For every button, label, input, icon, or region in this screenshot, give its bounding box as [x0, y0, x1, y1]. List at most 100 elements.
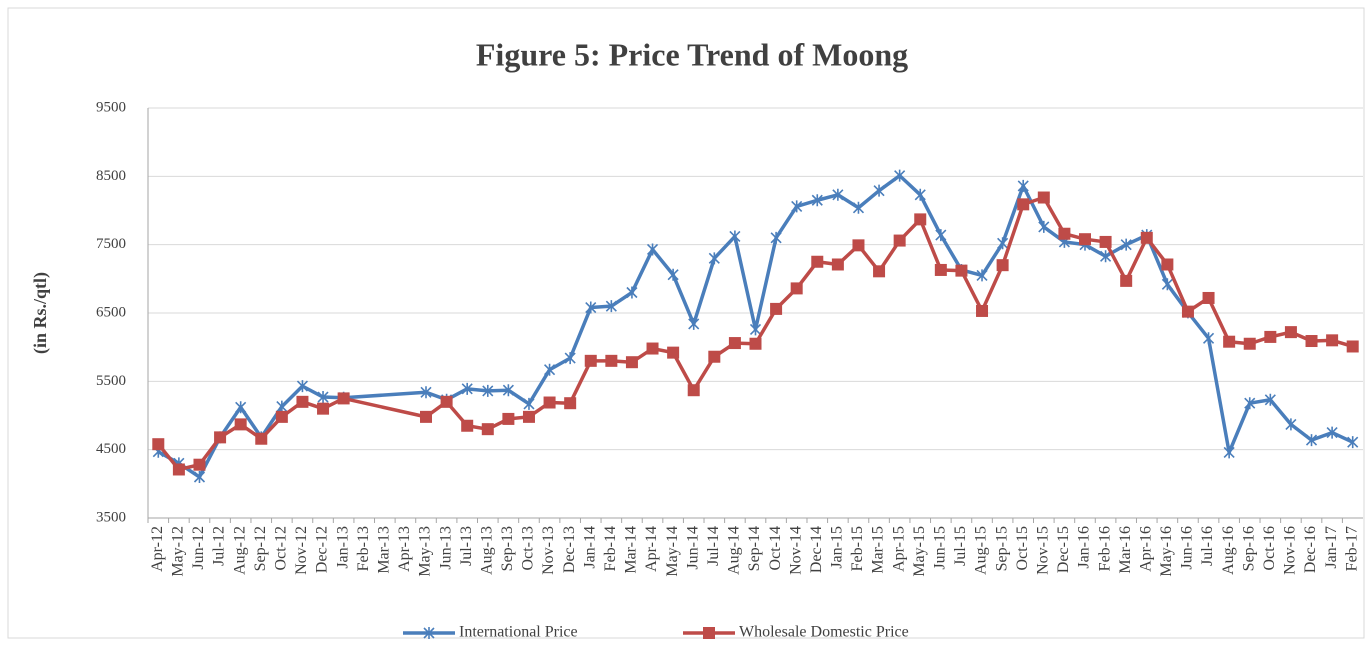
marker — [1161, 258, 1174, 271]
x-tick-label: Dec-16 — [1302, 526, 1319, 573]
x-tick-label: May-13 — [417, 526, 434, 577]
marker — [873, 184, 885, 197]
x-tick-label: Apr-16 — [1137, 526, 1154, 572]
x-tick-label: Aug-13 — [478, 526, 495, 575]
marker — [955, 264, 968, 277]
marker — [832, 188, 844, 201]
x-tick-label: Aug-12 — [231, 526, 248, 575]
marker — [605, 354, 618, 367]
marker — [728, 337, 741, 350]
x-tick-label: Jan-13 — [334, 526, 351, 569]
x-tick-label: Jul-12 — [211, 526, 228, 566]
series-line — [425, 173, 1354, 455]
marker — [1120, 238, 1132, 251]
gap-connector — [343, 390, 427, 400]
x-tick-label: Oct-13 — [520, 526, 537, 570]
y-tick-label: 5500 — [96, 373, 126, 389]
marker — [1181, 305, 1194, 318]
marker — [996, 259, 1009, 272]
x-tick-label: Apr-15 — [890, 526, 907, 572]
x-tick-label: Mar-14 — [623, 526, 640, 574]
x-tick-label: Aug-15 — [973, 526, 990, 575]
x-tick-label: Apr-14 — [643, 526, 660, 572]
marker — [523, 397, 535, 410]
marker — [1264, 330, 1277, 343]
marker — [275, 410, 288, 423]
marker — [667, 346, 680, 359]
marker — [1305, 434, 1318, 447]
x-tick-label: Feb-17 — [1343, 526, 1360, 571]
marker — [1017, 179, 1029, 192]
x-tick-label: Feb-15 — [849, 526, 866, 571]
y-tick-label: 4500 — [96, 441, 126, 457]
x-tick-label: Feb-16 — [1096, 526, 1113, 571]
marker — [420, 386, 432, 399]
marker — [1078, 233, 1091, 246]
marker — [235, 401, 247, 414]
marker — [522, 410, 535, 423]
marker — [811, 194, 823, 207]
x-tick-label: Oct-14 — [767, 526, 784, 570]
y-tick-label: 8500 — [96, 168, 126, 184]
marker — [852, 201, 865, 214]
marker — [770, 302, 783, 315]
marker — [564, 352, 576, 365]
marker — [626, 286, 638, 299]
y-tick-label: 9500 — [96, 99, 126, 115]
marker — [770, 231, 782, 244]
x-tick-label: Oct-12 — [273, 526, 290, 570]
series-line — [156, 396, 345, 472]
x-tick-label: Nov-15 — [1034, 526, 1051, 575]
marker — [729, 230, 741, 243]
marker — [997, 237, 1009, 250]
marker — [605, 300, 617, 313]
marker — [688, 317, 700, 330]
marker — [1161, 278, 1173, 291]
x-tick-label: Apr-12 — [149, 526, 166, 572]
marker — [1037, 191, 1050, 204]
x-tick-label: Jan-16 — [1076, 526, 1093, 569]
marker — [894, 169, 906, 182]
x-tick-label: Jul-16 — [1199, 526, 1216, 566]
x-tick-label: Nov-14 — [787, 526, 804, 575]
marker — [1202, 291, 1215, 304]
x-tick-label: Oct-16 — [1261, 526, 1278, 570]
marker — [790, 282, 803, 295]
x-tick-label: May-12 — [170, 526, 187, 577]
marker — [296, 380, 309, 393]
x-tick-label: Jul-14 — [705, 526, 722, 566]
x-tick-label: Feb-13 — [355, 526, 372, 571]
chart-border — [7, 7, 1365, 639]
marker — [831, 258, 844, 271]
marker — [1326, 334, 1339, 347]
marker — [708, 350, 721, 363]
gap-connector — [343, 396, 427, 419]
x-tick-label: Aug-14 — [726, 526, 743, 575]
marker — [1100, 250, 1112, 263]
x-tick-label: Jun-15 — [932, 526, 949, 570]
marker — [646, 342, 659, 355]
marker — [317, 402, 330, 415]
x-tick-label: Mar-15 — [870, 526, 887, 574]
marker — [1038, 220, 1050, 233]
marker — [667, 268, 679, 281]
x-tick-label: May-16 — [1158, 526, 1175, 577]
x-tick-label: Jun-14 — [684, 526, 701, 570]
y-tick-label: 3500 — [96, 509, 126, 525]
y-tick-label: 6500 — [96, 304, 126, 320]
marker — [1326, 426, 1338, 439]
marker — [234, 418, 247, 431]
marker — [502, 412, 515, 425]
marker — [193, 458, 206, 471]
marker — [172, 463, 185, 476]
legend-label: International Price — [459, 624, 578, 641]
marker — [193, 471, 206, 483]
marker — [791, 200, 803, 213]
x-tick-label: Sep-16 — [1240, 526, 1257, 571]
marker — [1223, 335, 1236, 348]
marker — [914, 213, 927, 226]
x-tick-label: Nov-13 — [540, 526, 557, 575]
marker — [976, 304, 989, 317]
marker — [1120, 274, 1133, 287]
